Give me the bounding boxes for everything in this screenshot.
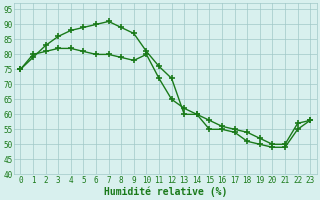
X-axis label: Humidité relative (%): Humidité relative (%) [104, 186, 227, 197]
